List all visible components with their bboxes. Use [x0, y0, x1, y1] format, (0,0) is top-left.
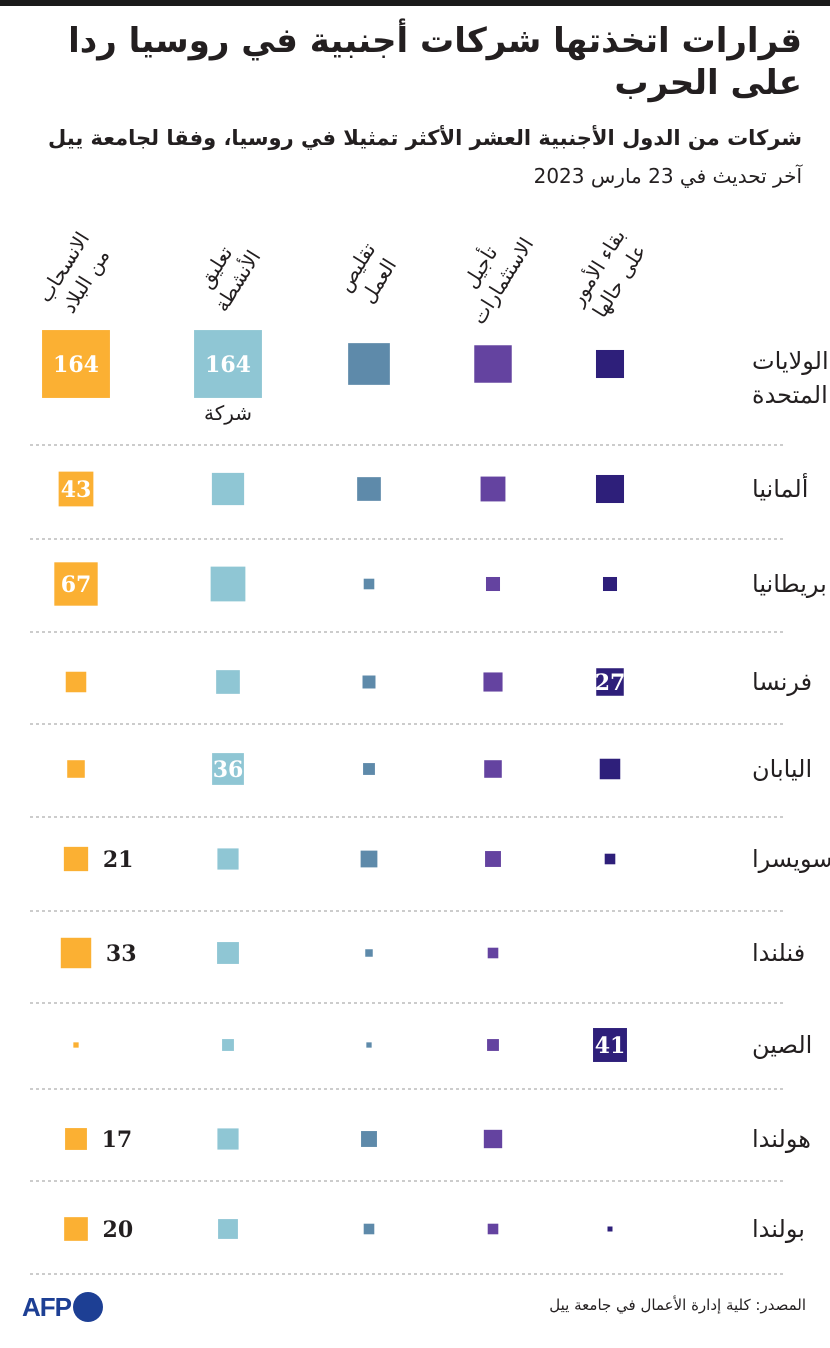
- square-stay: [599, 758, 621, 780]
- square-postpone: [487, 947, 499, 959]
- square-suspend: [217, 1128, 239, 1150]
- square-withdraw: [54, 562, 98, 606]
- country-label: هولندا: [752, 1125, 811, 1153]
- square-postpone: [480, 476, 506, 502]
- square-withdraw: [60, 937, 92, 969]
- afp-logo-dot-icon: [73, 1292, 103, 1322]
- unit-note: شركة: [204, 401, 252, 425]
- square-withdraw: [65, 671, 87, 693]
- value-label-withdraw: 164: [53, 352, 99, 378]
- square-withdraw: [65, 1128, 87, 1150]
- square-suspend: [218, 1219, 238, 1239]
- square-postpone: [484, 760, 502, 778]
- chart-title: قرارات اتخذتها شركات أجنبية في روسيا ردا…: [68, 21, 802, 103]
- square-postpone: [483, 672, 503, 692]
- square-reduce: [348, 343, 390, 385]
- country-label: الولايات: [752, 347, 829, 375]
- square-reduce: [363, 1223, 375, 1235]
- square-reduce: [360, 850, 378, 868]
- square-withdraw: [42, 330, 110, 398]
- square-stay: [604, 853, 616, 865]
- country-label: سويسرا: [752, 845, 830, 873]
- country-label: ألمانيا: [752, 473, 808, 503]
- square-postpone: [483, 1129, 503, 1149]
- square-reduce: [362, 675, 376, 689]
- square-withdraw: [64, 1217, 88, 1241]
- square-postpone: [487, 1039, 499, 1051]
- square-stay: [595, 349, 625, 379]
- square-suspend: [222, 1039, 234, 1051]
- value-label-stay: 41: [595, 1033, 626, 1059]
- chart-subtitle: شركات من الدول الأجنبية العشر الأكثر تمث…: [48, 126, 802, 150]
- square-postpone: [485, 851, 501, 867]
- country-label: اليابان: [752, 755, 812, 783]
- value-label-withdraw: 67: [61, 572, 92, 598]
- square-reduce: [357, 477, 381, 501]
- square-reduce: [363, 763, 375, 775]
- top-rule: [0, 0, 830, 6]
- afp-logo-text: AFP: [22, 1291, 72, 1322]
- update-date: آخر تحديث في 23 مارس 2023: [533, 164, 802, 188]
- square-stay: [602, 576, 618, 592]
- square-reduce: [365, 949, 373, 957]
- square-stay: [595, 474, 625, 504]
- square-suspend: [217, 848, 239, 870]
- country-label: فنلندا: [752, 939, 805, 967]
- country-label: الصين: [752, 1031, 812, 1059]
- square-withdraw: [63, 846, 89, 872]
- country-label: بولندا: [752, 1215, 805, 1243]
- square-postpone: [474, 345, 512, 383]
- country-label: فرنسا: [752, 668, 812, 696]
- square-stay: [596, 668, 624, 696]
- square-withdraw: [67, 760, 85, 778]
- value-label-stay: 27: [595, 670, 626, 696]
- country-label: بريطانيا: [752, 570, 827, 598]
- square-suspend: [194, 330, 262, 398]
- square-suspend: [216, 670, 240, 694]
- square-suspend: [210, 566, 246, 602]
- value-label-withdraw: 33: [106, 941, 137, 967]
- source-note: المصدر: كلية إدارة الأعمال في جامعة ييل: [549, 1296, 806, 1314]
- square-suspend: [217, 942, 239, 964]
- square-postpone: [487, 1223, 499, 1235]
- square-stay: [593, 1028, 627, 1062]
- value-label-withdraw: 17: [102, 1127, 133, 1153]
- square-suspend: [212, 753, 244, 785]
- value-label-withdraw: 43: [61, 477, 92, 503]
- value-label-suspend: 36: [213, 757, 244, 783]
- square-withdraw: [73, 1042, 79, 1048]
- value-label-withdraw: 20: [103, 1217, 134, 1243]
- square-suspend: [211, 472, 245, 506]
- square-stay: [607, 1226, 613, 1232]
- square-postpone: [485, 576, 501, 592]
- square-withdraw: [58, 471, 94, 507]
- square-reduce: [366, 1042, 372, 1048]
- value-label-withdraw: 21: [103, 847, 134, 873]
- value-label-suspend: 164: [205, 352, 251, 378]
- country-label: المتحدة: [752, 381, 828, 409]
- square-reduce: [361, 1131, 377, 1147]
- afp-logo: AFP: [22, 1290, 103, 1324]
- square-reduce: [363, 578, 375, 590]
